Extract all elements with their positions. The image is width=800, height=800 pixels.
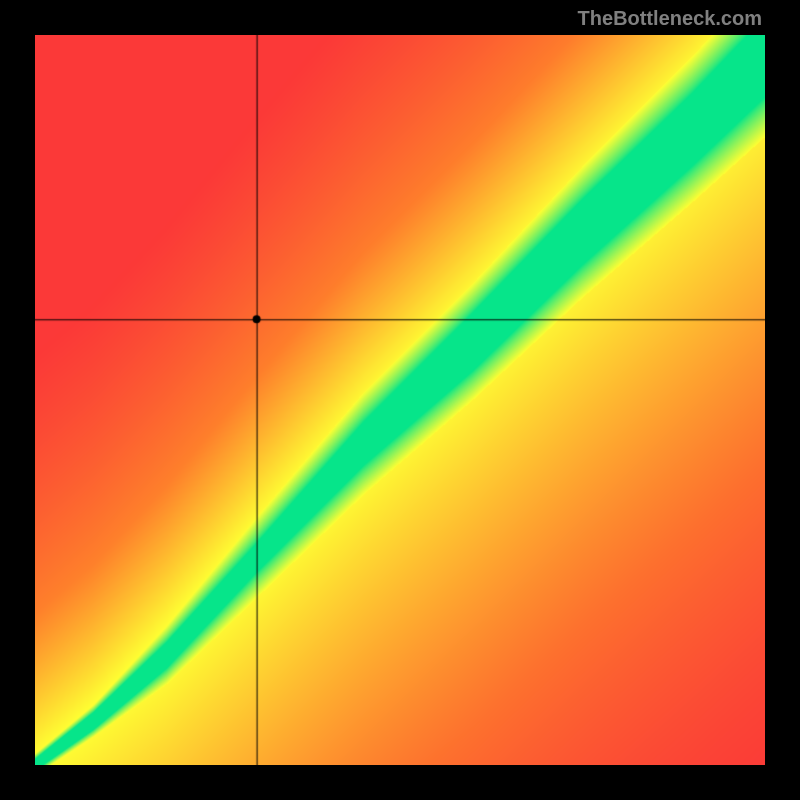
heatmap-canvas (35, 35, 765, 765)
chart-container: TheBottleneck.com (0, 0, 800, 800)
watermark-text: TheBottleneck.com (578, 8, 762, 31)
